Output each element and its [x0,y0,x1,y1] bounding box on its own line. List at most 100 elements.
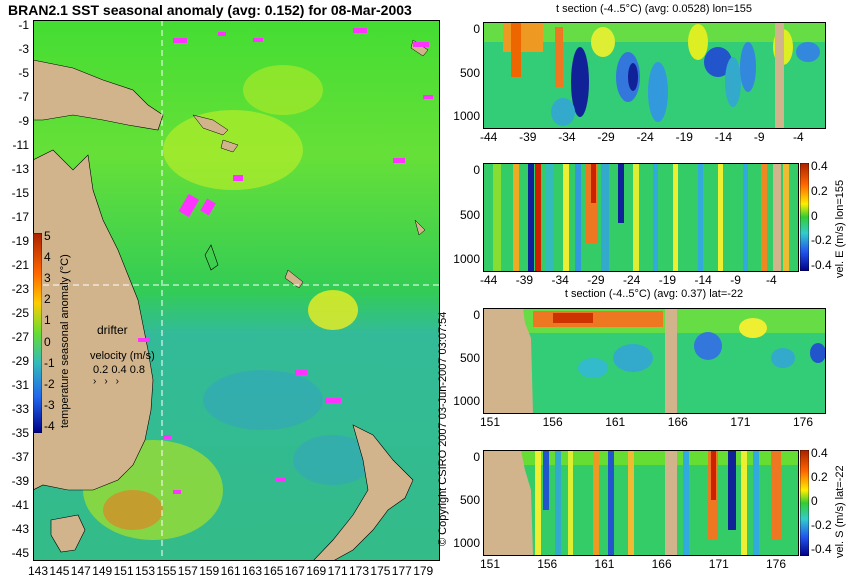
map-lon-label: 169 [306,564,327,578]
panel-cbar-tick: -0.2 [811,233,832,248]
panel-y-tick: 1000 [453,252,480,266]
main-title: BRAN2.1 SST seasonal anomaly (avg: 0.152… [8,2,412,18]
t-lat-title: t section (-4..5°C) (avg: 0.37) lat=-22 [564,288,744,300]
map-lon-label: 145 [49,564,70,578]
map-lon-label: 175 [370,564,391,578]
map-lon-label: 147 [70,564,91,578]
map-lat-label: -1 [18,18,29,32]
panel-x-tick: -29 [587,273,605,287]
t-section-lon-panel [483,22,826,129]
map-lon-label: 167 [284,564,305,578]
colorbar-label: temperature seasonal anomaly (°C) [59,254,71,428]
panel-x-tick: 151 [480,415,501,429]
map-lat-label: -13 [11,162,29,176]
panel-x-tick: 171 [708,557,729,571]
panel-x-tick: -34 [558,130,576,144]
map-lon-label: 177 [391,564,412,578]
map-lat-label: -17 [11,210,29,224]
map-lon-label: 165 [263,564,284,578]
map-lat-label: -45 [11,546,29,560]
panel-cbar-tick: -0.2 [811,518,832,532]
panel-x-tick: -4 [793,130,804,144]
panel-x-tick: 176 [766,557,787,571]
panel-x-tick: 151 [480,557,501,571]
map-lon-label: 179 [413,564,434,578]
colorbar-tick: 1 [44,313,51,328]
u-lon-colorbar [800,163,809,271]
map-lat-label: -11 [12,138,29,152]
panel-x-tick: -34 [551,273,569,287]
map-lon-label: 159 [199,564,220,578]
panel-cbar-tick: 0 [811,208,818,223]
land-new-guinea [33,59,164,131]
map-lat-label: -31 [11,378,29,392]
panel-cbar-tick: 0.4 [811,159,828,173]
land-australia [33,149,154,491]
colorbar-tick: -2 [44,376,55,391]
map-lon-label: 153 [135,564,156,578]
panel-x-tick: -29 [597,130,615,144]
drifter-label: drifter [97,323,128,337]
velocity-scale-arrows: ››› [93,376,127,387]
panel-y-tick: 0 [473,450,480,464]
map-lat-label: -7 [18,90,29,104]
map-lon-label: 155 [156,564,177,578]
land-tasmania [50,514,86,553]
panel-y-tick: 1000 [453,394,480,408]
map-lat-label: -43 [11,522,29,536]
colorbar-tick: -1 [44,355,55,370]
panel-x-tick: 161 [594,557,615,571]
panel-y-tick: 0 [473,22,480,36]
panel-x-tick: 156 [542,415,563,429]
panel-x-tick: -39 [519,130,537,144]
map-lat-label: -25 [11,306,29,320]
panel-x-tick: 166 [651,557,672,571]
map-lon-label: 171 [327,564,348,578]
panel-x-tick: 171 [730,415,751,429]
map-lat-label: -29 [11,354,29,368]
velocity-scale: 0.2 0.4 0.8 [93,364,145,376]
panel-y-tick: 500 [459,207,480,222]
t-lon-title: t section (-4..5°C) (avg: 0.0528) lon=15… [555,3,753,15]
panel-cbar-tick: 0.2 [811,183,828,198]
map-lat-label: -39 [11,474,29,488]
panel-cbar-tick: -0.4 [811,542,832,556]
map-lat-label: -33 [11,402,29,416]
panel-x-tick: -4 [766,273,777,287]
map-lon-label: 161 [220,564,241,578]
colorbar-tick: -4 [44,419,55,433]
v-lat-colorbar [800,450,809,556]
sst-map [33,20,440,561]
map-lon-label: 151 [113,564,134,578]
drifter-markers [138,28,433,494]
panel-x-tick: -44 [480,130,498,144]
panel-x-tick: -19 [675,130,693,144]
panel-cbar-tick: -0.4 [811,258,832,272]
panel-y-tick: 1000 [453,536,480,550]
panel-x-tick: -44 [480,273,498,287]
v-section-lat-panel [483,450,799,556]
panel-y-tick: 0 [473,308,480,322]
panel-x-tick: -39 [515,273,534,287]
map-lon-label: 163 [242,564,263,578]
map-lat-label: -35 [11,426,29,440]
copyright-label: © Copyright CSIRO 2007 03-Jun-2007 03:07… [437,311,449,546]
panel-y-tick: 500 [459,65,480,80]
colorbar-tick: 2 [44,292,51,307]
map-lon-label: 173 [349,564,370,578]
map-lat-label: -19 [11,234,29,248]
panel-cbar-tick: 0 [811,494,818,508]
map-lon-label: 157 [177,564,198,578]
panel-cbar-tick: 0.2 [811,470,828,484]
map-lat-label: -23 [11,282,29,296]
u-section-lon-panel [483,163,799,272]
panel-y-tick: 500 [459,351,480,365]
colorbar-tick: 4 [44,250,51,265]
panel-x-tick: 161 [605,415,626,429]
panel-y-tick: 500 [459,493,480,507]
panel-x-tick: -9 [753,130,765,144]
colorbar-tick: 0 [44,334,51,349]
v-lat-side-label: vel. S (m/s) lat=-22 [834,465,846,558]
panel-y-tick: 0 [473,163,480,177]
panel-x-tick: -14 [694,273,712,287]
